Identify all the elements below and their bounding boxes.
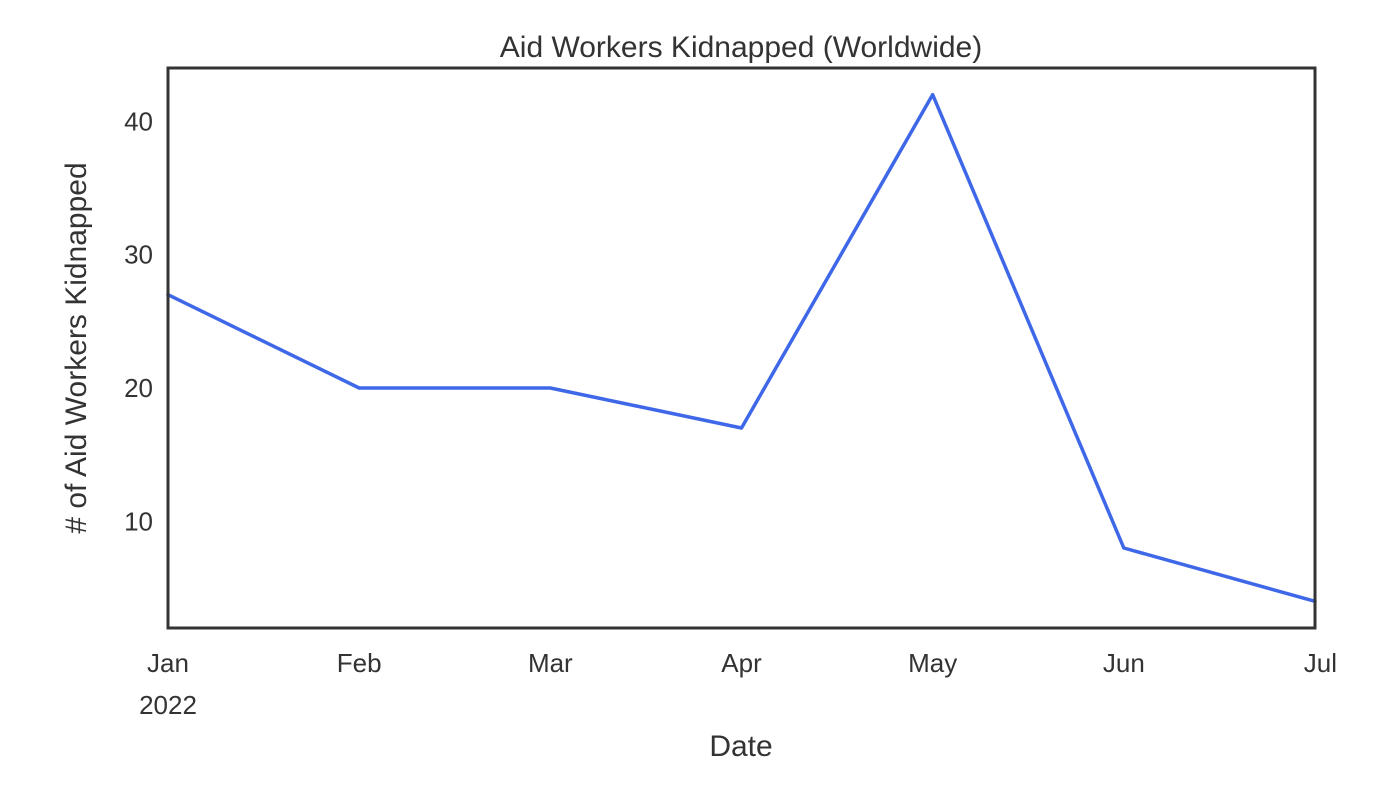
- x-tick-label: Jun: [1103, 648, 1145, 678]
- x-tick-label: Jul: [1304, 648, 1337, 678]
- data-point: [931, 93, 935, 97]
- y-tick-label: 30: [124, 240, 153, 270]
- plot-frame: [166, 66, 1317, 630]
- x-tick-label: Feb: [337, 648, 382, 678]
- y-axis-ticks: 10 20 30 40: [124, 106, 153, 536]
- x-tick-sublabel: 2022: [139, 690, 197, 720]
- y-tick-label: 20: [124, 373, 153, 403]
- x-tick-label: Mar: [528, 648, 573, 678]
- data-point: [548, 386, 552, 390]
- x-tick-label: May: [908, 648, 957, 678]
- x-axis-ticks: Jan 2022 Feb Mar Apr May Jun Jul: [139, 648, 1337, 720]
- y-tick-label: 40: [124, 106, 153, 136]
- x-tick-label: Jan: [147, 648, 189, 678]
- plot-area: [166, 66, 1317, 630]
- y-tick-label: 10: [124, 506, 153, 536]
- series-layer: [166, 92, 1317, 604]
- data-point: [739, 426, 744, 430]
- y-axis-label: # of Aid Workers Kidnapped: [60, 162, 93, 533]
- series-line: [166, 92, 1317, 604]
- chart-title: Aid Workers Kidnapped (Worldwide): [500, 31, 982, 64]
- x-axis-label: Date: [709, 730, 772, 763]
- x-tick-label: Apr: [721, 648, 762, 678]
- data-point: [1122, 546, 1126, 550]
- data-point: [357, 386, 361, 390]
